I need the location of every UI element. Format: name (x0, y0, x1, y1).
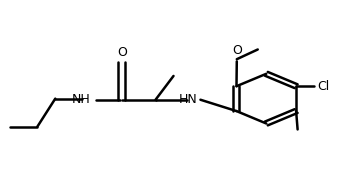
Text: NH: NH (71, 93, 90, 106)
Text: HN: HN (179, 93, 198, 106)
Text: Cl: Cl (317, 80, 329, 93)
Text: O: O (232, 44, 242, 57)
Text: O: O (117, 46, 127, 59)
